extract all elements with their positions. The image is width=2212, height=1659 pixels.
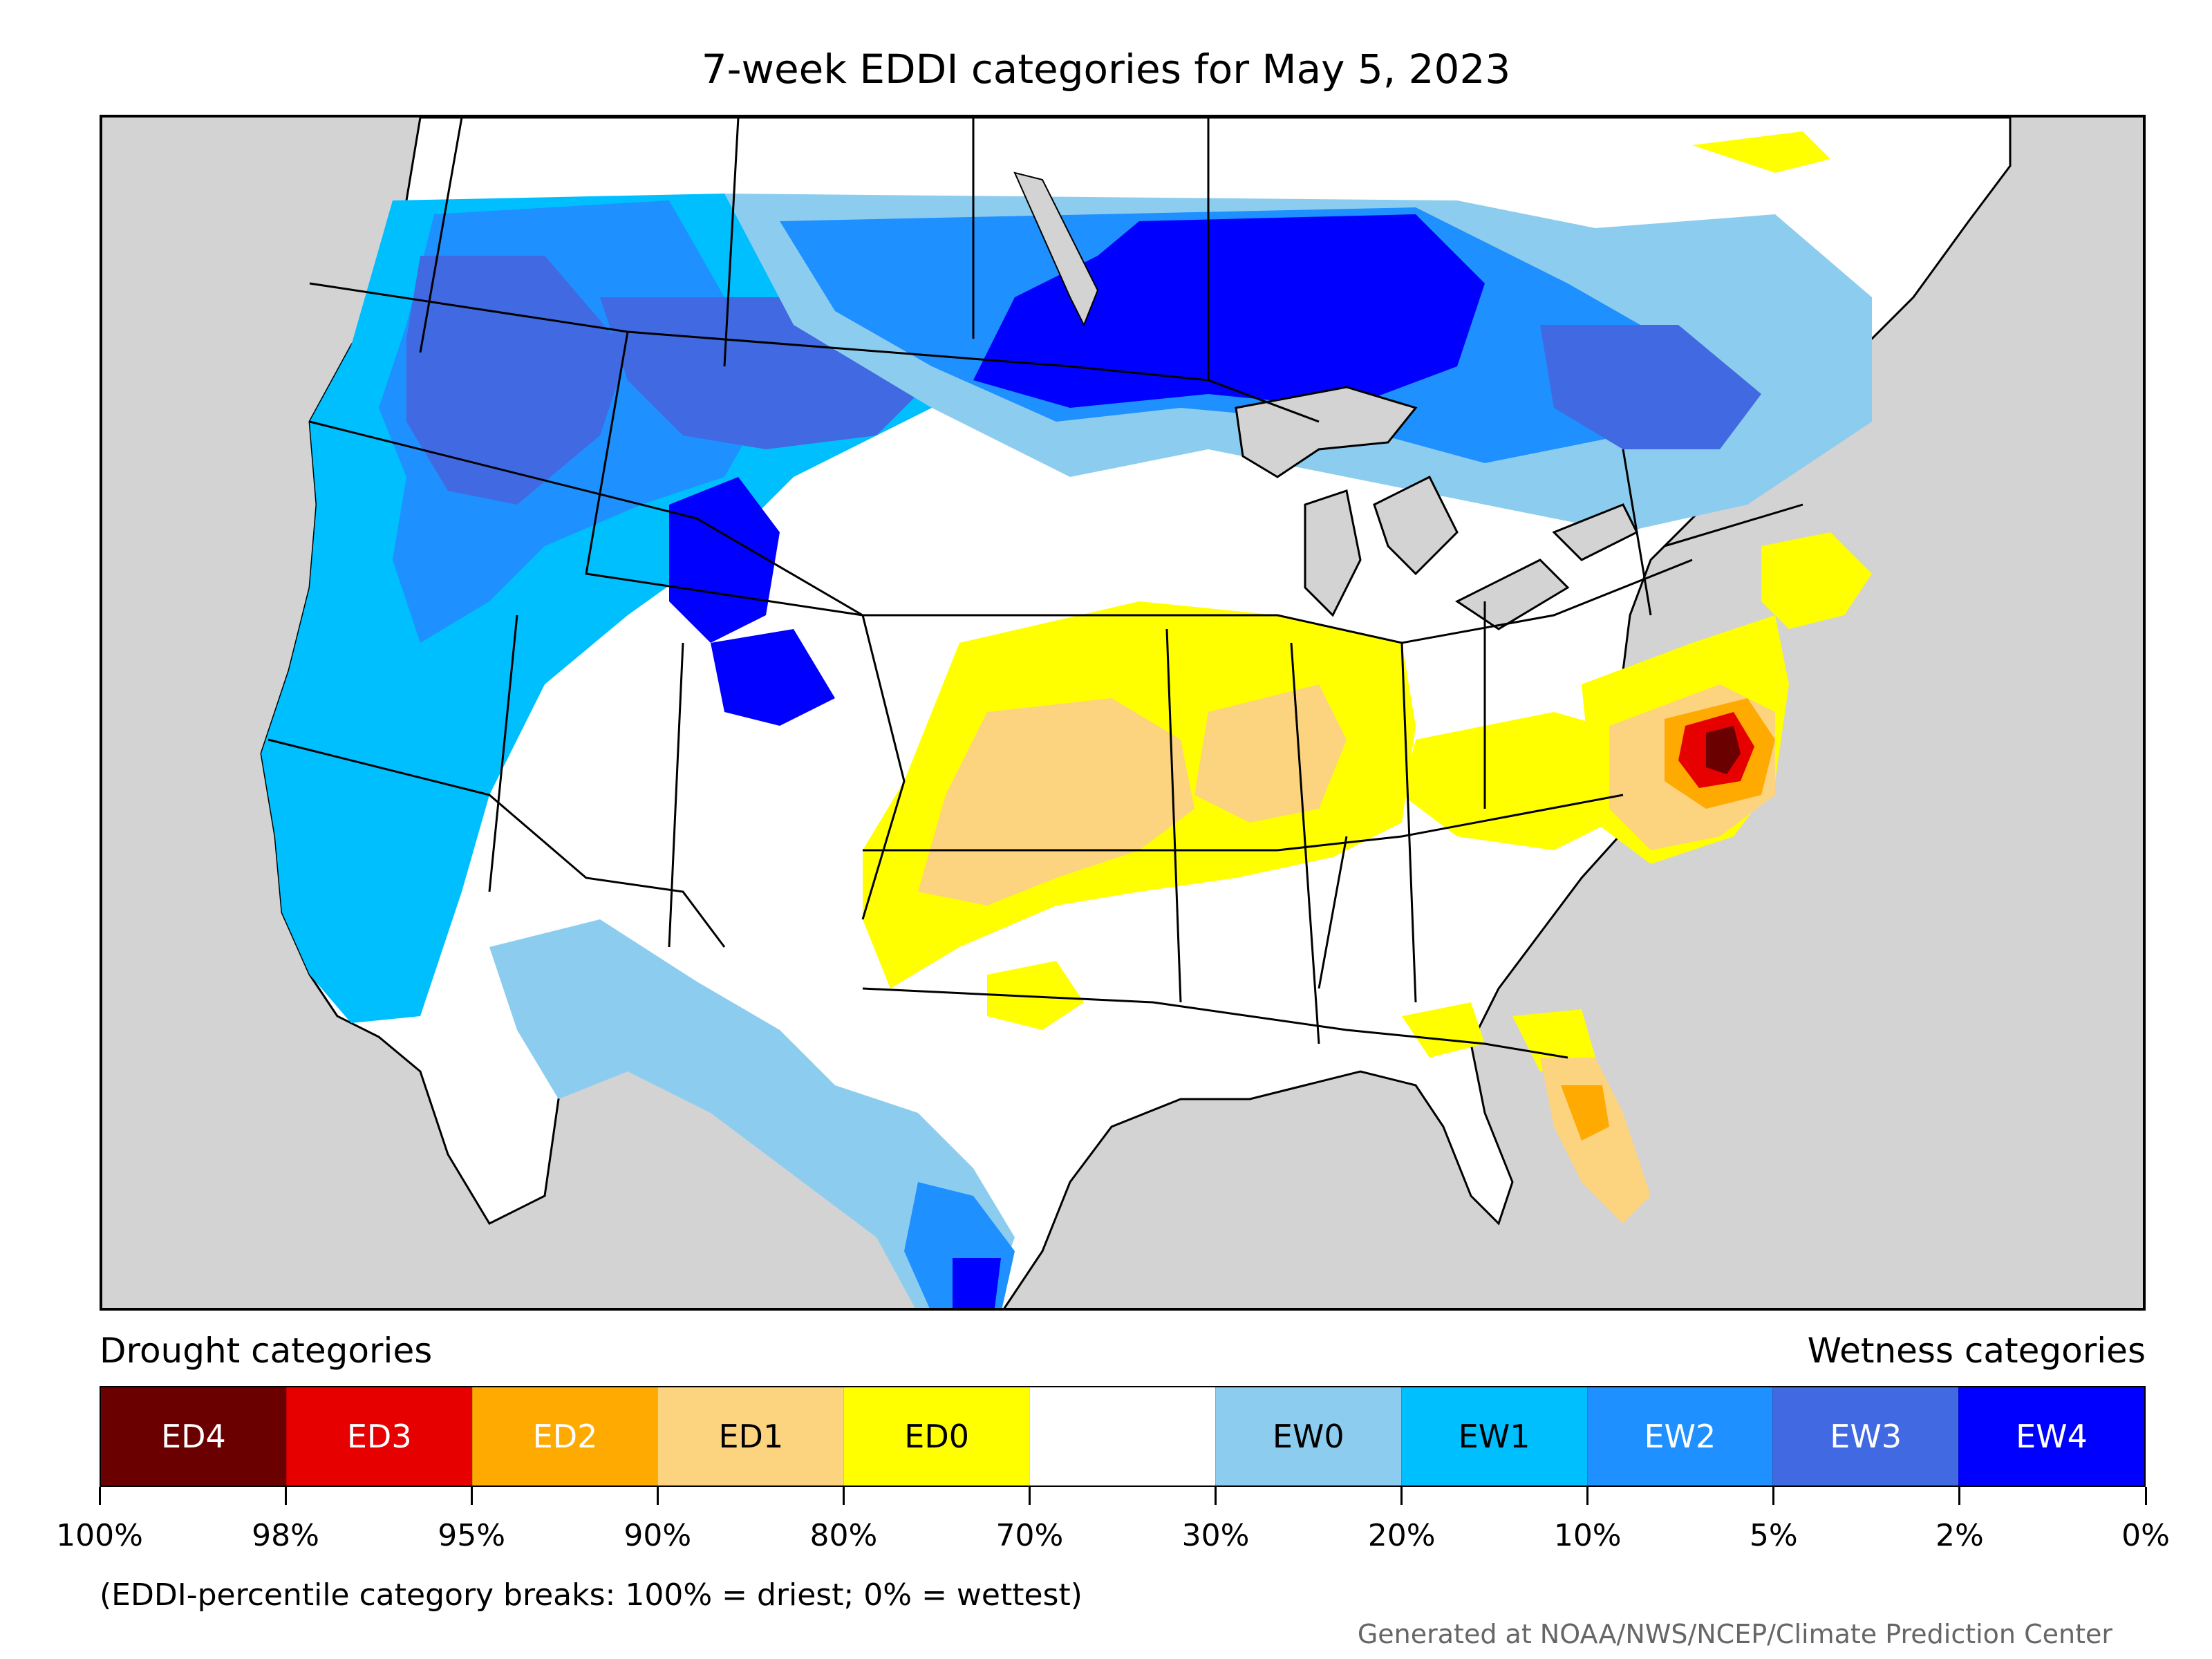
category-note: (EDDI-percentile category breaks: 100% =… — [100, 1577, 1082, 1613]
legend-cell-ed2: ED2 — [471, 1387, 658, 1485]
legend-cell-ew0: EW0 — [1215, 1387, 1401, 1485]
tick-label: 20% — [1367, 1518, 1436, 1553]
region-ed0-labrador — [1692, 131, 1830, 173]
tick-label: 30% — [1181, 1518, 1250, 1553]
tick-label: 10% — [1553, 1518, 1622, 1553]
legend-cell-ed3: ED3 — [285, 1387, 472, 1485]
region-ew3-quebec — [1540, 325, 1761, 449]
colorbar-tick — [1215, 1487, 1217, 1505]
credit-text: Generated at NOAA/NWS/NCEP/Climate Predi… — [1357, 1619, 2112, 1649]
colorbar-tick — [656, 1487, 659, 1505]
colorbar-tick — [1772, 1487, 1775, 1505]
legend-cell-ew1: EW1 — [1400, 1387, 1587, 1485]
colorbar-tick — [1028, 1487, 1031, 1505]
tick-label: 100% — [56, 1518, 143, 1553]
region-ew4-texas-coast — [953, 1258, 1001, 1308]
colorbar-tick — [1400, 1487, 1403, 1505]
colorbar-tick — [284, 1487, 287, 1505]
colorbar-tick — [2144, 1487, 2147, 1505]
tick-label: 98% — [252, 1518, 319, 1553]
region-ed1-missouri-illinois — [1194, 684, 1347, 823]
lake-winnipeg — [1013, 171, 1099, 327]
region-ed0-new-england — [1761, 532, 1872, 629]
map-title: 7-week EDDI categories for May 5, 2023 — [701, 46, 1511, 93]
region-ed0-texas — [987, 961, 1084, 1030]
colorbar-tick — [98, 1487, 101, 1505]
colorbar-tick — [1958, 1487, 1961, 1505]
tick-label: 80% — [809, 1518, 878, 1553]
tick-label: 90% — [624, 1518, 692, 1553]
colorbar-tick — [842, 1487, 845, 1505]
region-ew3-oregon — [406, 256, 628, 505]
great-lakes — [1235, 386, 1639, 630]
tick-label: 95% — [438, 1518, 506, 1553]
tick-label: 70% — [995, 1518, 1064, 1553]
wetness-heading: Wetness categories — [1807, 1331, 2146, 1371]
region-ed1-kansas-oklahoma — [918, 698, 1194, 906]
tick-label: 5% — [1749, 1518, 1798, 1553]
region-ew4-canada — [973, 214, 1485, 408]
boundary-lines — [268, 118, 1803, 1059]
region-ew0-southwest — [489, 919, 1015, 1308]
colorbar-ticks — [98, 1487, 2147, 1508]
region-ed2-florida — [1561, 1085, 1609, 1141]
colorbar-tick — [470, 1487, 473, 1505]
category-colorbar: ED4 ED3 ED2 ED1 ED0 EW0 EW1 EW2 EW3 EW4 — [100, 1386, 2146, 1487]
legend-cell-ed4: ED4 — [101, 1387, 286, 1485]
eddi-map — [102, 118, 2143, 1308]
legend-cell-ew2: EW2 — [1586, 1387, 1773, 1485]
tick-label: 0% — [2121, 1518, 2170, 1553]
legend-cell-ew4: EW4 — [1958, 1387, 2144, 1485]
legend-cell-ed0: ED0 — [843, 1387, 1030, 1485]
legend-cell-ew3: EW3 — [1772, 1387, 1959, 1485]
legend-cell-ed1: ED1 — [657, 1387, 844, 1485]
region-ew4-colorado — [711, 629, 835, 726]
drought-heading: Drought categories — [100, 1331, 433, 1371]
colorbar-tick — [1586, 1487, 1589, 1505]
region-ed4-virginia — [1706, 726, 1741, 774]
tick-label: 2% — [1936, 1518, 1984, 1553]
legend-cell-normal — [1029, 1387, 1215, 1485]
map-panel — [100, 115, 2146, 1311]
